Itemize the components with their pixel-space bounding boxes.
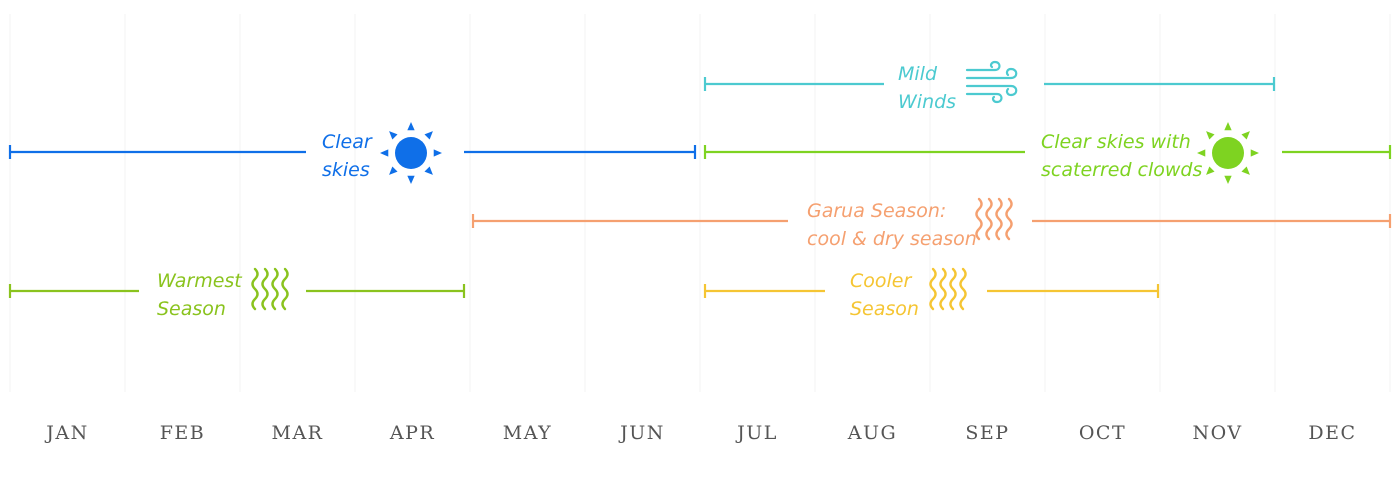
month-label-mar: MAR <box>272 422 324 444</box>
season-label: Mild Winds <box>898 63 956 113</box>
month-label-jul: JUL <box>735 422 778 444</box>
season-bar-clear-skies-scattered-clouds: Clear skies with scaterred clowds <box>703 122 1392 184</box>
wind-icon <box>965 60 1018 104</box>
season-bar-mild-winds: Mild Winds <box>703 60 1276 113</box>
season-bar-garua-season: Garua Season: cool & dry season <box>471 197 1392 250</box>
month-label-apr: APR <box>389 422 435 444</box>
heat-waves-icon <box>929 267 967 311</box>
sun-icon <box>1197 122 1259 184</box>
season-label: Clear skies <box>322 131 373 181</box>
month-label-dec: DEC <box>1308 422 1356 444</box>
season-label: Clear skies with scaterred clowds <box>1041 131 1202 181</box>
season-bar-clear-skies: Clear skies <box>8 122 697 184</box>
month-label-nov: NOV <box>1192 422 1242 444</box>
season-bars: Mild Winds Clear skies Clear skies with scate… <box>8 60 1392 320</box>
month-label-jun: JUN <box>618 422 665 444</box>
month-gridlines <box>9 14 1391 392</box>
month-label-may: MAY <box>503 422 552 444</box>
heat-waves-icon <box>251 267 289 311</box>
season-bar-cooler-season: Cooler Season <box>703 267 1160 320</box>
season-label: Cooler Season <box>850 270 919 320</box>
month-label-feb: FEB <box>160 422 206 444</box>
season-label: Warmest Season <box>157 270 243 320</box>
month-label-oct: OCT <box>1079 422 1126 444</box>
season-bar-warmest-season: Warmest Season <box>8 267 466 320</box>
heat-waves-icon <box>975 197 1013 241</box>
month-label-sep: SEP <box>965 422 1009 444</box>
sun-icon <box>380 122 442 184</box>
season-label: Garua Season: cool & dry season <box>807 200 977 250</box>
month-label-aug: AUG <box>847 422 897 444</box>
month-label-jan: JAN <box>44 422 88 444</box>
month-axis: JAN FEB MAR APR MAY JUN JUL AUG SEP OCT NOV DEC <box>44 422 1356 444</box>
